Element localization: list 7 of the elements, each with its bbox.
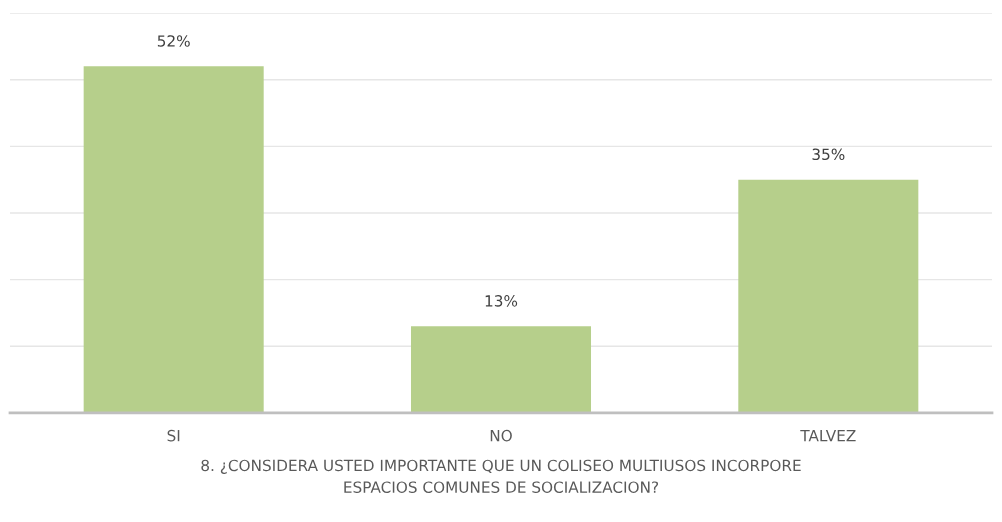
data-label: 13% [485, 295, 518, 307]
x-tick-label: SI [167, 429, 180, 442]
x-tick-label: TALVEZ [800, 430, 856, 442]
data-label: 52% [157, 35, 190, 47]
text: 8. ¿CONSIDERA USTED IMPORTANTE QUE UN COLISEO MULTIUSOS INCORPORE ESPACIOS COMUNES DE SOCIALIZACION? [201, 459, 801, 493]
data-label: 35% [812, 148, 845, 161]
x-tick-label: NO [490, 429, 512, 442]
